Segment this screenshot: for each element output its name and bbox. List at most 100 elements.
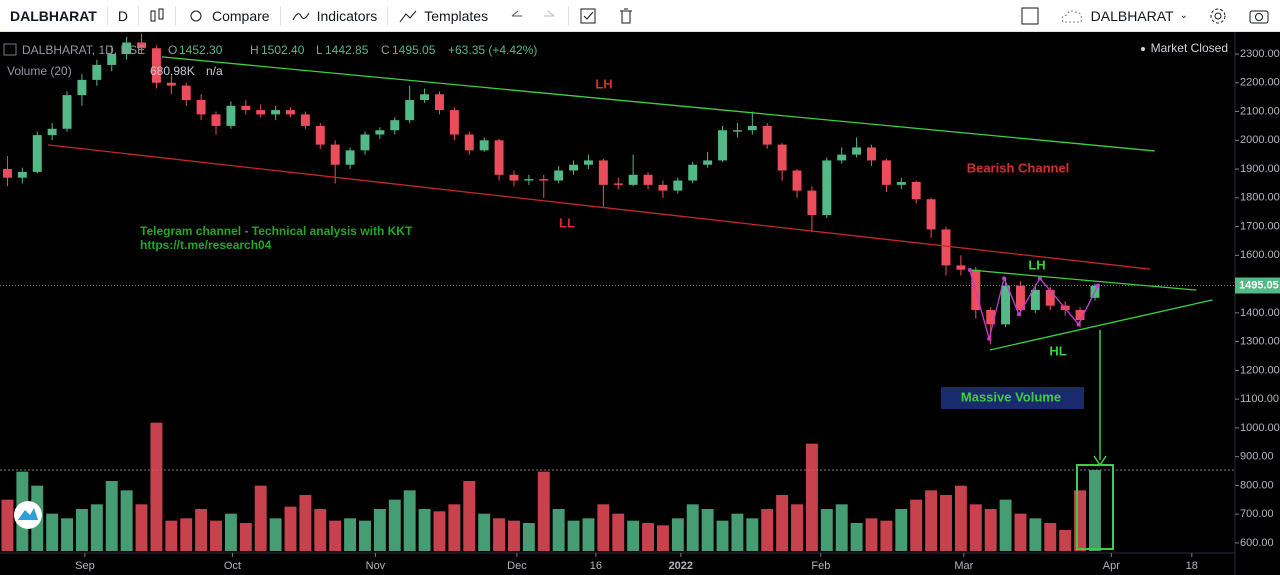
candle-body bbox=[107, 54, 117, 65]
gear-icon bbox=[1210, 8, 1226, 23]
collapse-icon[interactable] bbox=[3, 43, 17, 56]
y-tick-label: 800.00 bbox=[1240, 479, 1274, 491]
candle-body bbox=[77, 79, 87, 96]
candle-body bbox=[241, 105, 251, 111]
x-tick-label: 2022 bbox=[669, 560, 693, 572]
candle-icon bbox=[150, 8, 164, 21]
candle-layer bbox=[2, 33, 1100, 345]
volume-bar bbox=[478, 513, 491, 551]
settings-button[interactable] bbox=[1198, 0, 1238, 32]
candle-body bbox=[181, 85, 191, 101]
candle-body bbox=[464, 134, 474, 151]
candle-body bbox=[777, 144, 787, 171]
compare-button[interactable]: Compare bbox=[176, 0, 280, 32]
templates-label: Templates bbox=[424, 7, 489, 24]
y-tick-label: 2000.00 bbox=[1240, 134, 1280, 146]
x-tick-label: Nov bbox=[366, 560, 386, 572]
trend-line bbox=[47, 144, 1151, 270]
square-icon bbox=[1021, 7, 1039, 24]
volume-bar bbox=[612, 513, 625, 551]
x-tick-label: Mar bbox=[954, 560, 973, 572]
delete-button[interactable] bbox=[607, 0, 645, 32]
volume-bar bbox=[761, 509, 774, 551]
line-vertex bbox=[1016, 312, 1021, 317]
indicators-icon bbox=[292, 12, 309, 20]
y-tick-label: 1300.00 bbox=[1240, 336, 1280, 348]
layout-button[interactable]: DALBHARAT ⌄ bbox=[1049, 0, 1198, 32]
annotation: LH bbox=[1028, 257, 1045, 272]
volume-bar bbox=[46, 513, 59, 551]
symbol-search[interactable]: DALBHARAT bbox=[10, 7, 97, 24]
volume-bar bbox=[105, 481, 118, 551]
candle-body bbox=[226, 105, 236, 126]
volume-bar bbox=[418, 509, 431, 551]
indicators-label: Indicators bbox=[316, 7, 378, 24]
candle-body bbox=[300, 114, 310, 126]
volume-bar bbox=[984, 509, 997, 551]
candle-body bbox=[986, 309, 996, 325]
candle-body bbox=[747, 125, 757, 131]
chart-type-button[interactable] bbox=[139, 0, 175, 32]
separator bbox=[106, 5, 108, 26]
volume-bar bbox=[210, 520, 222, 551]
camera-icon bbox=[1249, 10, 1269, 23]
templates-button[interactable]: Templates bbox=[388, 0, 498, 32]
symbol-legend: DALBHARAT, 1D, NSE bbox=[22, 43, 145, 57]
fullscreen-button[interactable] bbox=[1011, 0, 1049, 32]
volume-bar bbox=[969, 504, 982, 551]
close-label: C bbox=[381, 43, 390, 57]
interval-button[interactable]: D bbox=[117, 7, 128, 24]
volume-bar bbox=[448, 504, 461, 551]
trash-icon bbox=[620, 8, 633, 23]
candle-body bbox=[271, 110, 281, 115]
candle-body bbox=[554, 170, 564, 181]
volume-bar bbox=[642, 523, 654, 551]
low-value: 1442.85 bbox=[325, 43, 369, 57]
candle-body bbox=[375, 130, 385, 135]
y-tick-label: 2300.00 bbox=[1240, 48, 1280, 60]
volume-bar bbox=[433, 511, 446, 551]
volume-bar bbox=[180, 518, 193, 551]
volume-bar bbox=[582, 518, 595, 551]
candle-body bbox=[539, 179, 549, 181]
volume-bar bbox=[537, 471, 550, 551]
annotation: https://t.me/research04 bbox=[140, 238, 272, 252]
line-vertex bbox=[987, 336, 992, 341]
volume-bar bbox=[954, 485, 967, 551]
candle-body bbox=[435, 94, 444, 111]
candle-body bbox=[673, 180, 683, 191]
annotation: LH bbox=[595, 76, 612, 91]
volume-bar bbox=[61, 518, 73, 551]
annotation: Bearish Channel bbox=[967, 160, 1070, 175]
candle-body bbox=[524, 179, 534, 181]
close-value: 1495.05 bbox=[392, 43, 436, 57]
line-vertex bbox=[1037, 276, 1042, 281]
separator bbox=[568, 5, 570, 26]
y-tick-label: 1600.00 bbox=[1240, 249, 1280, 261]
candle-body bbox=[1016, 285, 1025, 310]
volume-bar bbox=[925, 490, 938, 551]
volume-bar bbox=[373, 509, 386, 551]
snapshot-button[interactable] bbox=[1238, 0, 1280, 32]
volume-bar bbox=[403, 490, 416, 551]
logo-icon bbox=[18, 508, 38, 520]
line-vertex bbox=[1002, 276, 1007, 281]
candle-body bbox=[643, 174, 653, 185]
alert-button[interactable] bbox=[569, 0, 607, 32]
candle-body bbox=[628, 174, 638, 185]
candle-body bbox=[62, 95, 72, 129]
volume-bar bbox=[1, 499, 14, 551]
undo-redo[interactable] bbox=[498, 0, 568, 32]
volume-bar bbox=[314, 509, 327, 551]
volume-bar bbox=[880, 520, 893, 551]
y-tick-label: 1800.00 bbox=[1240, 192, 1280, 204]
layout-label: DALBHARAT bbox=[1090, 7, 1174, 24]
y-tick-label: 700.00 bbox=[1240, 508, 1274, 520]
trend-line bbox=[969, 269, 1197, 291]
indicators-button[interactable]: Indicators bbox=[281, 0, 388, 32]
templates-icon bbox=[399, 10, 417, 22]
cloud-icon bbox=[1061, 10, 1082, 22]
volume-bar bbox=[895, 509, 908, 551]
